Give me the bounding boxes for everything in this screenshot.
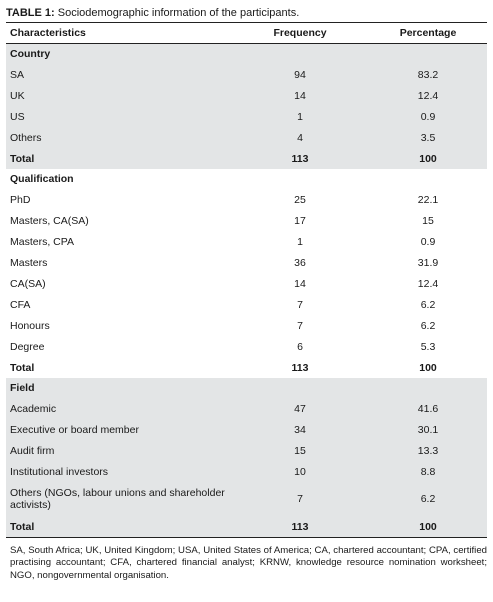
table-caption: TABLE 1: Sociodemographic information of… [6,6,487,23]
row-frequency: 34 [231,419,365,440]
row-label: US [6,106,231,127]
header-characteristics: Characteristics [6,23,231,44]
total-label: Total [10,361,35,374]
total-label: Total [6,516,231,538]
row-percentage: 8.8 [365,461,487,482]
row-label: Audit firm [6,440,231,461]
table-row: CFA 7 6.2 [6,294,487,315]
total-percentage: 100 [419,361,437,374]
table-row: Institutional investors 10 8.8 [6,461,487,482]
row-frequency: 36 [294,256,306,269]
header-percentage: Percentage [365,23,487,44]
row-frequency: 94 [231,64,365,85]
row-label: Institutional investors [6,461,231,482]
row-frequency: 7 [231,482,365,516]
row-percentage: 6.2 [420,319,436,332]
row-frequency: 17 [294,214,306,227]
table-footnote: SA, South Africa; UK, United Kingdom; US… [10,545,487,581]
total-percentage: 100 [365,148,487,169]
section-row-country: Country [6,43,487,64]
section-heading: Qualification [10,173,74,185]
table-row: Academic 47 41.6 [6,398,487,419]
row-frequency: 1 [231,106,365,127]
row-label: Executive or board member [6,419,231,440]
header-row: Characteristics Frequency Percentage [6,23,487,44]
row-frequency: 47 [231,398,365,419]
row-percentage: 5.3 [420,340,436,353]
total-row: Total 113 100 [6,357,487,378]
table-row: Executive or board member 34 30.1 [6,419,487,440]
table-row: Others (NGOs, labour unions and sharehol… [6,482,487,516]
row-label: Honours [10,319,50,332]
table-row: Masters 36 31.9 [6,252,487,273]
table-row: UK 14 12.4 [6,85,487,106]
section-heading: Field [6,378,487,398]
header-frequency: Frequency [231,23,365,44]
row-percentage: 12.4 [417,277,439,290]
table-row: SA 94 83.2 [6,64,487,85]
row-label: CFA [10,298,31,311]
row-frequency: 15 [231,440,365,461]
row-label: Masters [10,256,48,269]
table-row: Honours 7 6.2 [6,315,487,336]
row-percentage: 15 [422,214,434,227]
row-label: PhD [10,193,31,206]
total-row: Total 113 100 [6,148,487,169]
row-label: Others (NGOs, labour unions and sharehol… [6,482,231,516]
row-frequency: 1 [297,235,303,248]
table-container: TABLE 1: Sociodemographic information of… [6,0,487,582]
section-heading: Country [6,43,487,64]
row-percentage: 12.4 [365,85,487,106]
table-row: Masters, CA(SA) 17 15 [6,210,487,231]
row-label: SA [6,64,231,85]
row-frequency: 14 [294,277,306,290]
total-frequency: 113 [231,148,365,169]
row-percentage: 3.5 [365,127,487,148]
row-percentage: 6.2 [420,298,436,311]
row-label: Masters, CPA [10,235,74,248]
section-row-qualification: Qualification [6,169,487,189]
row-frequency: 10 [231,461,365,482]
row-frequency: 7 [297,319,303,332]
total-row: Total 113 100 [6,516,487,538]
total-label: Total [6,148,231,169]
table-row: Masters, CPA 1 0.9 [6,231,487,252]
row-percentage: 41.6 [365,398,487,419]
table-row: US 1 0.9 [6,106,487,127]
row-label: Masters, CA(SA) [10,214,89,227]
caption-label: TABLE 1: [6,7,55,19]
total-percentage: 100 [365,516,487,538]
row-frequency: 6 [297,340,303,353]
row-percentage: 22.1 [417,193,439,206]
row-percentage: 30.1 [365,419,487,440]
table-row: CA(SA) 14 12.4 [6,273,487,294]
table-row: Degree 6 5.3 [6,336,487,357]
table-row: Audit firm 15 13.3 [6,440,487,461]
row-frequency: 4 [231,127,365,148]
row-label: Academic [6,398,231,419]
total-frequency: 113 [231,516,365,538]
row-percentage: 6.2 [365,482,487,516]
row-label: Degree [10,340,45,353]
table-row: PhD 25 22.1 [6,189,487,210]
participants-table: Characteristics Frequency Percentage Cou… [6,23,487,538]
row-label: Others [6,127,231,148]
row-percentage: 83.2 [365,64,487,85]
row-percentage: 0.9 [420,235,436,248]
row-label: UK [6,85,231,106]
section-row-field: Field [6,378,487,398]
row-percentage: 31.9 [417,256,439,269]
row-frequency: 7 [297,298,303,311]
row-frequency: 25 [294,193,306,206]
caption-text: Sociodemographic information of the part… [54,7,300,19]
table-row: Others 4 3.5 [6,127,487,148]
row-label: CA(SA) [10,277,46,290]
row-percentage: 13.3 [365,440,487,461]
row-percentage: 0.9 [365,106,487,127]
row-frequency: 14 [231,85,365,106]
total-frequency: 113 [291,361,309,374]
